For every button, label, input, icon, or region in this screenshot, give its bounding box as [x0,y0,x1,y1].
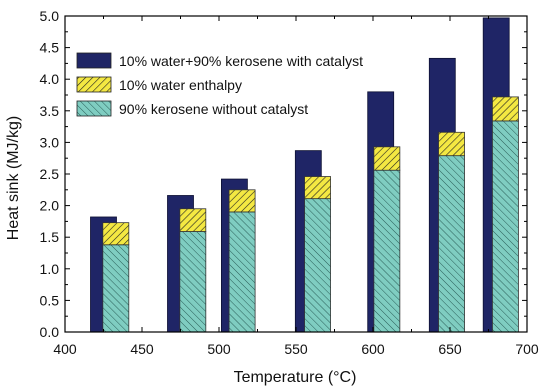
bars-layer [90,17,519,333]
y-tick-label: 3.5 [40,103,60,119]
x-tick-label: 450 [130,341,154,357]
kerosene-bar [438,155,465,333]
kerosene-bar [373,169,401,333]
water-enthalpy-bar [438,131,465,157]
y-tick-label: 0.0 [40,324,60,340]
x-tick-label: 550 [284,341,308,357]
kerosene-bar [492,120,519,333]
legend-label: 10% water+90% kerosene with catalyst [119,53,363,69]
water-enthalpy-bar [492,96,519,122]
legend-swatch [76,76,112,93]
y-tick-label: 5.0 [40,8,60,24]
x-axis-label: Temperature (°C) [234,369,357,386]
y-tick-label: 4.5 [40,40,60,56]
y-tick-label: 3.0 [40,134,60,150]
y-tick-label: 4.0 [40,71,60,87]
kerosene-bar [304,198,331,333]
water-enthalpy-bar [228,189,256,213]
x-tick-label: 500 [207,341,231,357]
y-tick-label: 1.0 [40,261,60,277]
x-tick-label: 650 [438,341,462,357]
axes-layer: 0.0 0.5 1.0 1.5 2.0 2.5 3.0 3.5 4.0 4.5 5.0 400 450 5… [40,8,539,357]
y-tick-label: 1.5 [40,229,60,245]
kerosene-bar [179,231,207,333]
kerosene-bar [102,244,130,333]
y-tick-label: 0.5 [40,292,60,308]
water-enthalpy-bar [373,146,401,171]
x-tick-label: 600 [361,341,385,357]
legend: 10% water+90% kerosene with catalyst 10% … [76,52,363,117]
y-tick-label: 2.0 [40,198,60,214]
y-tick-label: 2.5 [40,166,60,182]
x-tick-label: 400 [53,341,77,357]
water-enthalpy-bar [304,176,331,200]
legend-swatch [76,100,112,117]
legend-label: 90% kerosene without catalyst [119,101,308,117]
legend-swatch [76,52,112,69]
legend-label: 10% water enthalpy [119,77,242,93]
kerosene-bar [228,211,256,333]
y-axis-label: Heat sink (MJ/kg) [5,116,22,240]
water-enthalpy-bar [102,222,130,246]
water-enthalpy-bar [179,208,207,232]
x-tick-label: 700 [515,341,539,357]
